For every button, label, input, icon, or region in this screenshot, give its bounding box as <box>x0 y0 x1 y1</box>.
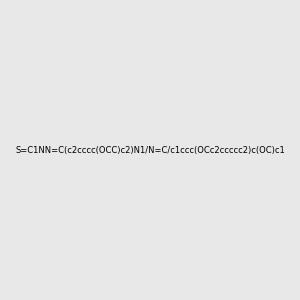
Text: S=C1NN=C(c2cccc(OCC)c2)N1/N=C/c1ccc(OCc2ccccc2)c(OC)c1: S=C1NN=C(c2cccc(OCC)c2)N1/N=C/c1ccc(OCc2… <box>15 146 285 154</box>
